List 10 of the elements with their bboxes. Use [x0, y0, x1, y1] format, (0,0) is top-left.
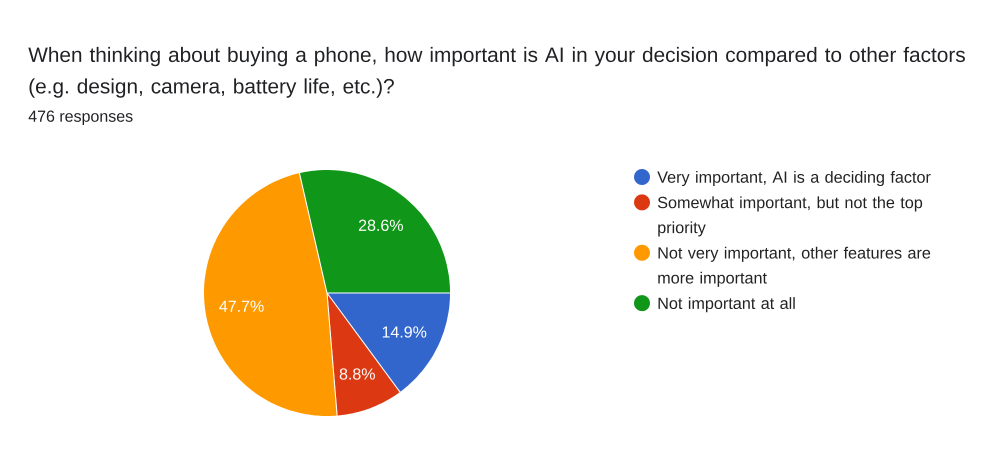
legend-label: Not very important, other features are more important	[658, 246, 930, 287]
legend-label: Not important at all	[658, 297, 795, 312]
data-label: 28.6%	[358, 220, 403, 231]
chart-title: When thinking about buying a phone, how important is AI in your decision compared to other factors (e.g. design, camera, battery life, etc.)?	[28, 46, 965, 98]
data-label: 47.7%	[219, 300, 264, 312]
chart-subtitle: 476 responses	[28, 110, 133, 126]
legend-label: Very important, AI is a deciding factor	[657, 170, 931, 186]
data-label: 14.9%	[382, 326, 426, 338]
data-label: 8.8%	[340, 368, 375, 380]
legend-label: Somewhat important, but not the top priority	[658, 196, 922, 236]
